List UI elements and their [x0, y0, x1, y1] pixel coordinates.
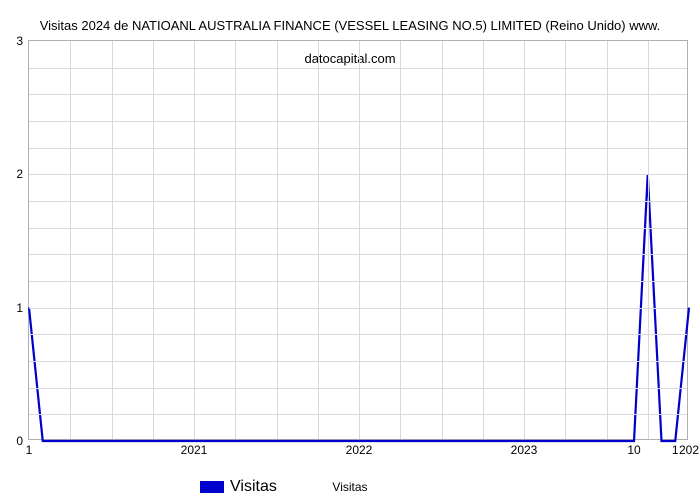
grid-h: [29, 148, 687, 149]
x-tick-label: 2022: [346, 443, 373, 457]
grid-v: [153, 41, 154, 439]
grid-h: [29, 228, 687, 229]
legend-swatch: [200, 481, 224, 493]
chart-title-line1: Visitas 2024 de NATIOANL AUSTRALIA FINAN…: [40, 18, 661, 33]
y-tick-label: 2: [16, 167, 23, 181]
legend-label: Visitas: [230, 478, 277, 496]
grid-v: [194, 41, 195, 439]
plot-area: 01231202120222023101202: [28, 40, 688, 440]
grid-h: [29, 254, 687, 255]
grid-h: [29, 281, 687, 282]
grid-h: [29, 388, 687, 389]
grid-h: [29, 361, 687, 362]
grid-h: [29, 121, 687, 122]
legend: Visitas: [200, 478, 277, 496]
grid-v: [442, 41, 443, 439]
grid-v: [277, 41, 278, 439]
x-tick-label: 1: [672, 443, 679, 457]
grid-h: [29, 414, 687, 415]
grid-h: [29, 68, 687, 69]
grid-v: [318, 41, 319, 439]
x-tick-label: 10: [627, 443, 640, 457]
grid-v: [235, 41, 236, 439]
grid-v: [359, 41, 360, 439]
y-tick-label: 3: [16, 34, 23, 48]
chart-container: Visitas 2024 de NATIOANL AUSTRALIA FINAN…: [0, 0, 700, 500]
grid-v: [524, 41, 525, 439]
x-tick-label: 2023: [511, 443, 538, 457]
x-tick-label: 1: [26, 443, 33, 457]
grid-h: [29, 308, 687, 309]
grid-h: [29, 201, 687, 202]
grid-h: [29, 94, 687, 95]
x-tick-label: 2021: [181, 443, 208, 457]
grid-v: [112, 41, 113, 439]
grid-h: [29, 334, 687, 335]
y-tick-label: 0: [16, 434, 23, 448]
grid-v: [648, 41, 649, 439]
grid-v: [607, 41, 608, 439]
grid-v: [400, 41, 401, 439]
x-axis-title: Visitas: [0, 480, 700, 494]
grid-v: [483, 41, 484, 439]
y-tick-label: 1: [16, 301, 23, 315]
grid-v: [565, 41, 566, 439]
x-tick-label: 202: [679, 443, 699, 457]
grid-v: [70, 41, 71, 439]
grid-h: [29, 174, 687, 175]
